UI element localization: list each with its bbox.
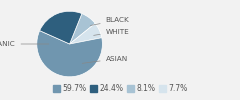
Text: ASIAN: ASIAN: [82, 56, 128, 63]
Legend: 59.7%, 24.4%, 8.1%, 7.7%: 59.7%, 24.4%, 8.1%, 7.7%: [50, 81, 190, 96]
Text: BLACK: BLACK: [90, 17, 129, 26]
Wedge shape: [70, 23, 102, 44]
Wedge shape: [37, 31, 102, 77]
Wedge shape: [40, 11, 82, 44]
Text: HISPANIC: HISPANIC: [0, 41, 49, 47]
Wedge shape: [70, 14, 95, 44]
Text: WHITE: WHITE: [94, 28, 129, 35]
